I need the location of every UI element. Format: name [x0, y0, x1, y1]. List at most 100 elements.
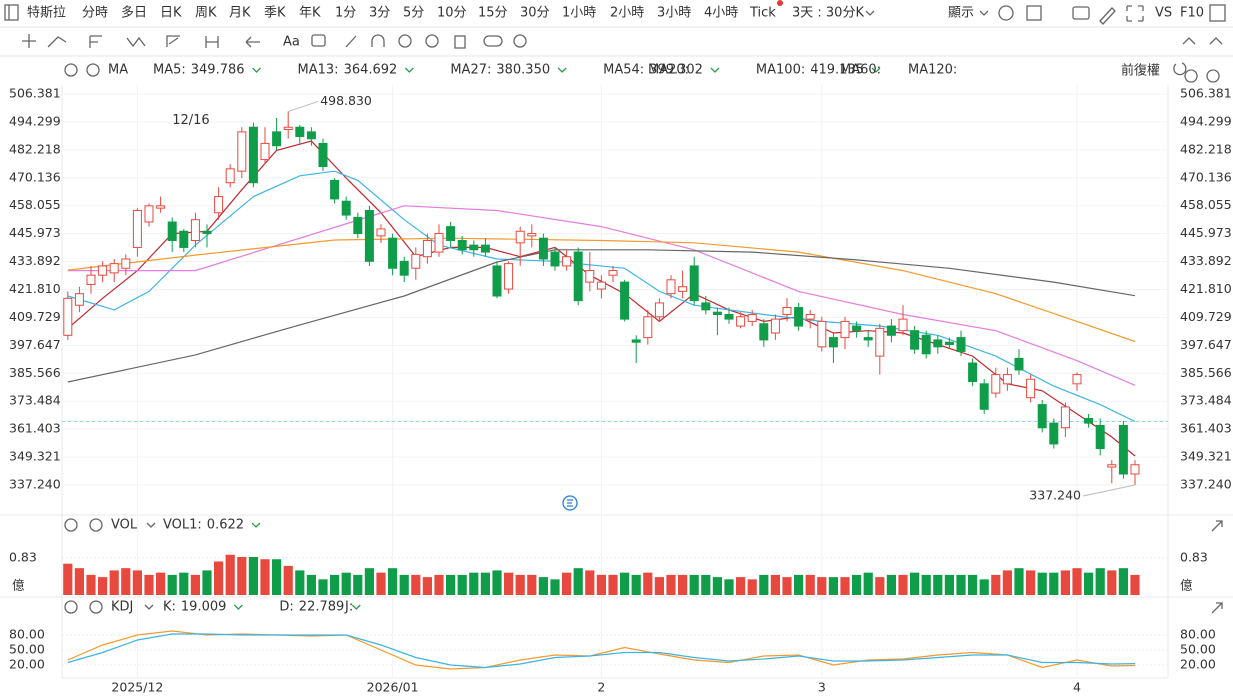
dropdown-caret[interactable]: [979, 10, 989, 16]
period-tab[interactable]: 2小時: [610, 6, 644, 21]
volume-bar: [585, 570, 595, 595]
candle-body: [794, 307, 804, 327]
indicator-line: [67, 205, 1136, 386]
period-tab[interactable]: 3分: [369, 6, 390, 21]
line-tool[interactable]: [47, 36, 67, 48]
kdj-title[interactable]: KDJ: [111, 600, 133, 615]
period-tab[interactable]: 30分: [520, 6, 550, 21]
dropdown-caret[interactable]: [251, 522, 261, 528]
legend-name[interactable]: MA100:: [756, 63, 805, 78]
legend-name[interactable]: MA27:: [450, 63, 491, 78]
hide-tool[interactable]: [425, 34, 439, 48]
magnet-tool[interactable]: [371, 34, 385, 47]
legend-name[interactable]: MA13:: [298, 63, 339, 78]
pattern-tool[interactable]: [166, 35, 180, 47]
legend-inactive[interactable]: MA120:: [908, 63, 957, 78]
candle-body: [330, 179, 340, 200]
kdj-close[interactable]: [89, 600, 103, 614]
measure-tool[interactable]: [205, 36, 219, 48]
dropdown-caret[interactable]: [146, 522, 156, 528]
volume-bar: [1118, 568, 1128, 595]
kdj-settings[interactable]: [64, 600, 78, 614]
period-tab[interactable]: 日K: [160, 6, 182, 21]
move-tool[interactable]: [22, 34, 36, 48]
display-menu[interactable]: 顯示: [948, 6, 974, 21]
period-tab[interactable]: 年K: [299, 6, 321, 21]
settings-icon[interactable]: [998, 5, 1014, 21]
period-tab[interactable]: 5分: [403, 6, 424, 21]
dropdown-caret[interactable]: [557, 67, 567, 73]
period-tab[interactable]: 4小時: [704, 6, 738, 21]
price-controls[interactable]: [1173, 62, 1220, 83]
period-tab[interactable]: 15分: [478, 6, 508, 21]
volume-bar: [492, 570, 502, 595]
draw-settings[interactable]: [513, 34, 527, 48]
candle-body: [666, 279, 676, 295]
vol-settings[interactable]: [64, 518, 78, 532]
sidebar-toggle[interactable]: [4, 4, 19, 21]
period-tab[interactable]: Tick: [749, 6, 776, 21]
layout-icon[interactable]: [1026, 5, 1042, 21]
undo-redo[interactable]: [1182, 37, 1223, 45]
period-tab[interactable]: 1分: [335, 6, 356, 21]
fullscreen-icon[interactable]: [1126, 5, 1144, 22]
y-tick-label: 421.810: [9, 281, 61, 296]
text-tool[interactable]: Aa: [283, 35, 300, 50]
period-tab[interactable]: 3小時: [657, 6, 691, 21]
legend-name[interactable]: K:: [163, 600, 176, 615]
dropdown-caret[interactable]: [404, 67, 414, 73]
period-tab[interactable]: 分時: [82, 6, 108, 21]
period-tab[interactable]: 周K: [195, 6, 217, 21]
symbol-name[interactable]: 特斯拉: [27, 6, 66, 21]
legend-inactive[interactable]: J:: [344, 600, 353, 615]
dropdown-caret[interactable]: [233, 604, 243, 610]
vol-title[interactable]: VOL: [111, 518, 138, 533]
dropdown-caret[interactable]: [865, 10, 875, 16]
dropdown-caret[interactable]: [351, 604, 361, 610]
lock-tool[interactable]: [398, 34, 412, 48]
legend-name[interactable]: MA54:: [603, 63, 644, 78]
period-tab[interactable]: 10分: [437, 6, 467, 21]
events-icon[interactable]: [562, 495, 578, 511]
legend-inactive[interactable]: MA60:: [840, 63, 881, 78]
pen-icon[interactable]: [1099, 7, 1116, 25]
f10-button[interactable]: F10: [1180, 6, 1204, 21]
volume-bar: [701, 574, 711, 595]
panel-icon[interactable]: [1209, 4, 1226, 22]
expand-icons[interactable]: [1211, 520, 1223, 614]
volume-bar: [364, 568, 374, 595]
period-tab[interactable]: 季K: [264, 6, 286, 21]
period-tab[interactable]: 1小時: [562, 6, 596, 21]
price-close[interactable]: [86, 63, 100, 77]
indicator-name[interactable]: MA: [108, 63, 128, 78]
legend-inactive[interactable]: MA20:: [648, 63, 689, 78]
price-settings[interactable]: [64, 63, 78, 77]
legend-name[interactable]: D:: [279, 600, 293, 615]
vol-close[interactable]: [89, 518, 103, 532]
ruler-tool[interactable]: [345, 35, 357, 48]
dropdown-caret[interactable]: [710, 67, 720, 73]
volume-bar: [736, 577, 746, 595]
period-tab[interactable]: 月K: [229, 6, 251, 21]
link-tool[interactable]: [483, 35, 503, 47]
period-tab[interactable]: 多日: [121, 5, 147, 21]
legend-name[interactable]: VOL1:: [163, 518, 202, 533]
volume-bar: [782, 577, 792, 595]
adjust-mode[interactable]: 前復權: [1121, 63, 1160, 79]
dropdown-caret[interactable]: [871, 67, 881, 73]
legend-value: 380.350: [496, 63, 550, 78]
arrow-tool[interactable]: [245, 36, 260, 48]
compare-button[interactable]: VS: [1155, 6, 1172, 21]
volume-bar: [214, 561, 224, 595]
dropdown-caret[interactable]: [252, 67, 261, 73]
wave-tool[interactable]: [126, 36, 146, 48]
camera-icon[interactable]: [1072, 6, 1090, 20]
legend-name[interactable]: MA5:: [153, 63, 186, 78]
toolbar-right-icons: [998, 4, 1226, 25]
note-tool[interactable]: [311, 34, 326, 47]
range-selector[interactable]: 3天 : 30分K: [792, 6, 864, 21]
dropdown-caret[interactable]: [144, 604, 154, 610]
volume-bar: [388, 568, 398, 595]
fib-tool[interactable]: [89, 35, 102, 48]
delete-tool[interactable]: [454, 35, 466, 49]
